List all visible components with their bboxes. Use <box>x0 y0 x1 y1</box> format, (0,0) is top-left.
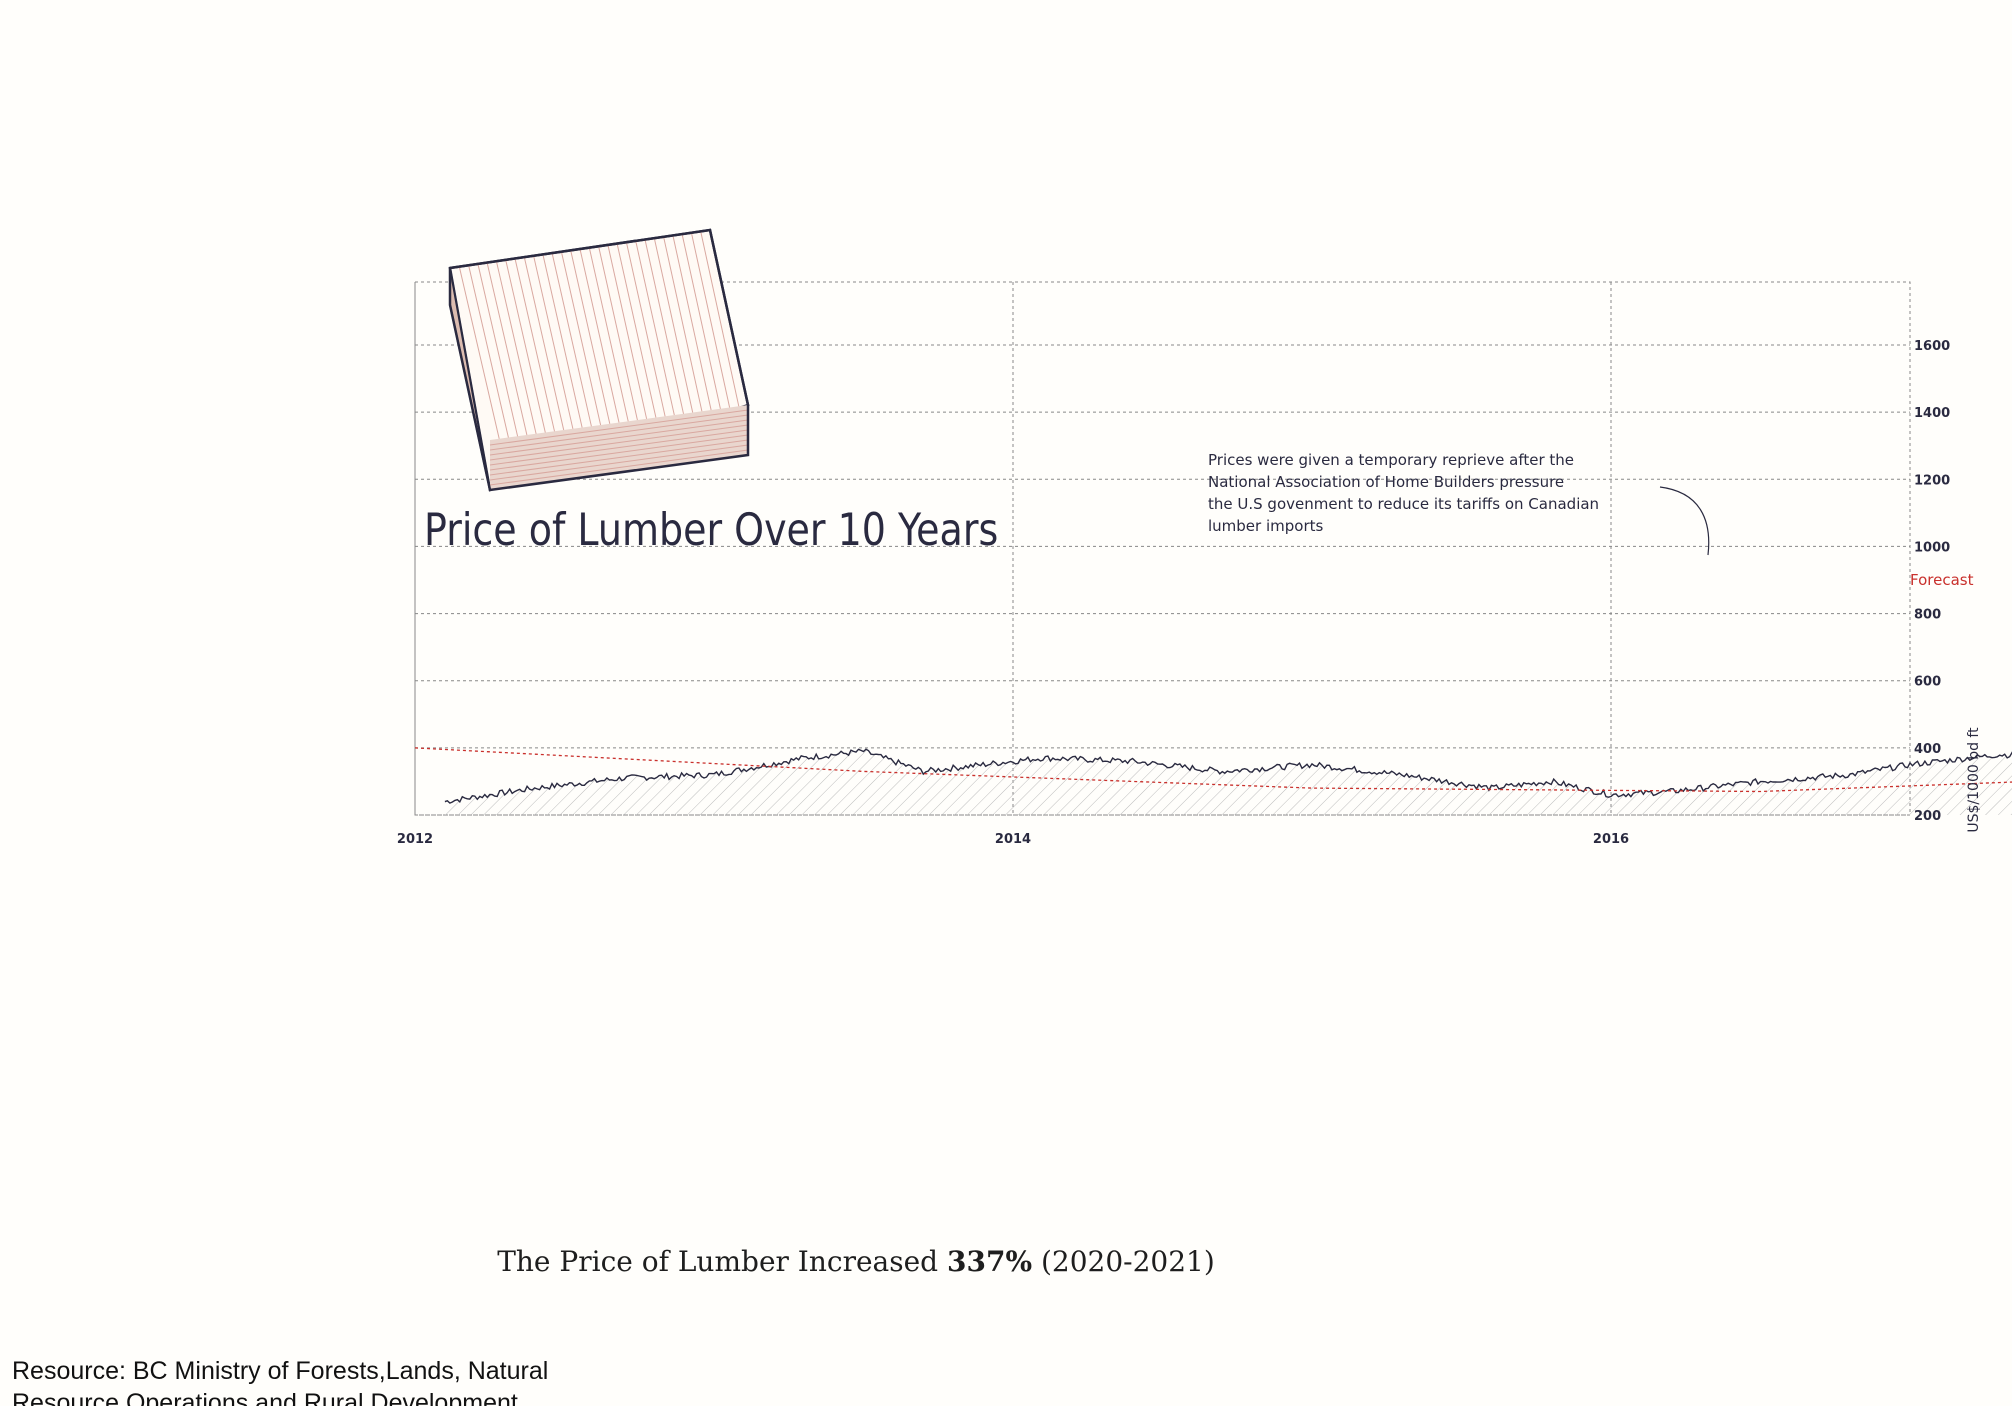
y-tick-label: 400 <box>1914 742 1941 757</box>
y-tick-label: 1400 <box>1914 406 1950 421</box>
block-grain-line <box>690 232 731 408</box>
block-grain-line <box>542 254 583 428</box>
price-area <box>444 748 2012 815</box>
block-grain-line <box>468 265 509 438</box>
y-tick-label: 200 <box>1914 809 1941 824</box>
note-line-1: Prices were given a temporary reprieve a… <box>1208 451 1574 469</box>
block-side-line <box>489 414 749 451</box>
block-grain-line <box>681 233 721 409</box>
forecast-label: Forecast <box>1910 571 1974 589</box>
note-line-2: National Association of Home Builders pr… <box>1208 473 1564 491</box>
block-grain-line <box>672 235 712 411</box>
headline: The Price of Lumber Increased 337% (2020… <box>0 1245 1862 1278</box>
tariff-note: Prices were given a temporary reprieve a… <box>1208 451 1710 556</box>
block-grain-line <box>653 237 694 413</box>
block-grain-line <box>625 242 666 417</box>
block-side-line <box>489 449 749 486</box>
note-line-3: the U.S govenment to reduce its tariffs … <box>1208 495 1599 513</box>
x-tick-label: 2012 <box>397 832 433 847</box>
block-grain-line <box>560 251 602 426</box>
y-axis-label: US$/1000 bd ft <box>1966 727 1982 833</box>
note-pointer-arrow <box>1659 486 1710 556</box>
x-tick-label: 2014 <box>995 832 1031 847</box>
price-area-fill <box>444 749 2012 815</box>
price-line <box>444 748 2012 804</box>
block-grain-line <box>523 256 565 431</box>
source-line-1: Resource: BC Ministry of Forests,Lands, … <box>12 1357 549 1385</box>
y-tick-label: 800 <box>1914 608 1941 623</box>
block-side-line <box>489 439 749 476</box>
block-grain-line <box>644 239 684 414</box>
chart-title: Price of Lumber Over 10 Years <box>424 503 998 556</box>
block-side-line <box>489 429 749 466</box>
block-grain-line <box>579 248 620 423</box>
block-grain-line <box>616 243 657 418</box>
headline-prefix: The Price of Lumber Increased <box>497 1245 939 1278</box>
block-grain-line <box>514 258 555 432</box>
note-line-4: lumber imports <box>1208 517 1323 535</box>
block-grain-line <box>588 247 629 422</box>
x-tick-label: 2016 <box>1593 832 1629 847</box>
block-grain-line <box>598 246 638 421</box>
block-grain-line <box>458 266 500 439</box>
block-grain-line <box>477 263 519 437</box>
block-side-line <box>489 434 749 471</box>
block-grain-line <box>486 262 528 436</box>
block-grain-line <box>607 244 648 419</box>
block-side-line <box>489 419 749 456</box>
block-grain-line <box>533 255 574 429</box>
grid <box>414 281 1911 816</box>
axis-ticks: 2012201420162018202020040060080010001200… <box>397 339 1950 847</box>
forecast-line <box>414 747 2012 793</box>
block-side-line <box>489 424 749 461</box>
source-note: Resource: BC Ministry of Forests,Lands, … <box>12 1355 548 1406</box>
y-tick-label: 1000 <box>1914 540 1950 555</box>
block-grain-line <box>700 231 740 407</box>
block-grain-line <box>663 236 703 412</box>
block-side-line <box>489 444 749 481</box>
y-tick-label: 600 <box>1914 675 1941 690</box>
y-tick-label: 1600 <box>1914 339 1950 354</box>
block-side-line <box>489 409 749 446</box>
headline-suffix: (2020-2021) <box>1040 1245 1215 1278</box>
block-grain-line <box>570 250 611 424</box>
block-grain-line <box>635 240 675 416</box>
forecast-curve <box>414 747 2012 793</box>
y-tick-label: 1200 <box>1914 473 1950 488</box>
block-grain-line <box>495 261 537 434</box>
headline-percent: 337% <box>947 1245 1033 1278</box>
source-line-2: Resource Operations and Rural Developmen… <box>12 1389 518 1406</box>
block-grain-line <box>551 252 592 427</box>
lumber-block-illustration <box>448 228 750 492</box>
block-grain-line <box>505 259 546 433</box>
